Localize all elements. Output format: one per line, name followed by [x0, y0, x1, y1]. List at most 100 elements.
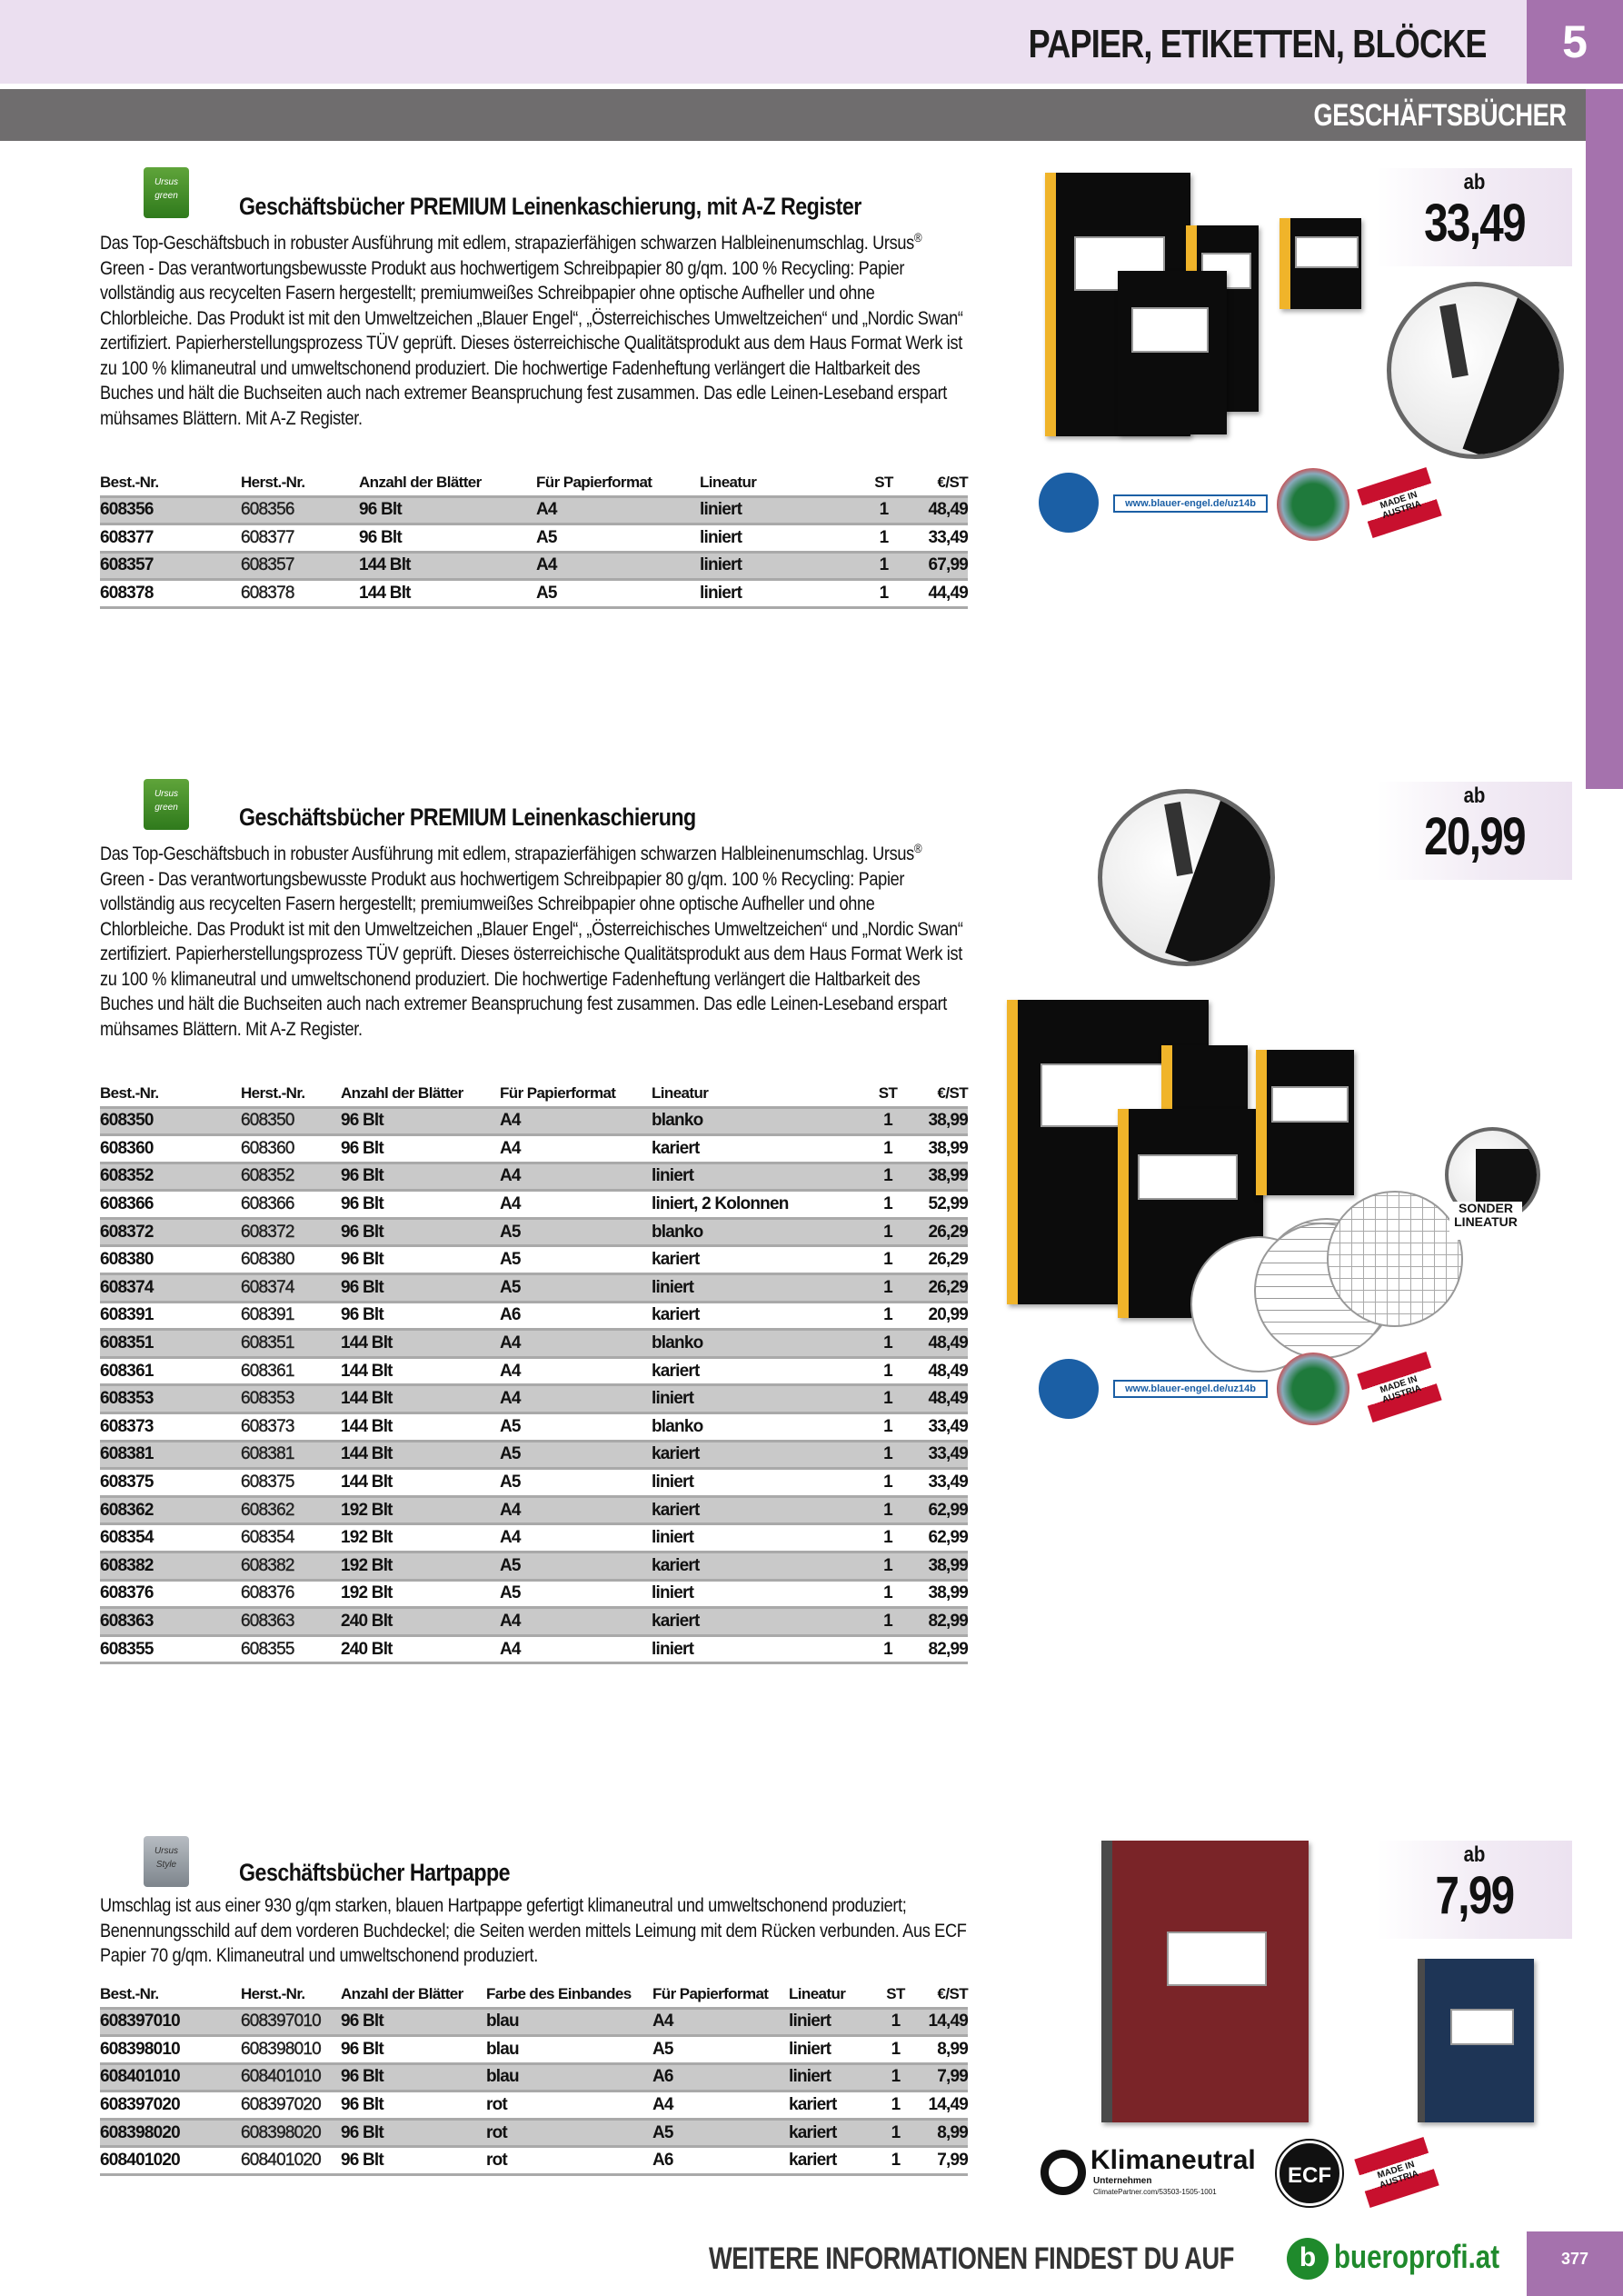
table-cell: 608381: [241, 1441, 341, 1471]
table-cell: 82,99: [920, 1635, 969, 1665]
order-number: 608356: [100, 494, 241, 526]
table-cell: 608350: [241, 1105, 341, 1137]
order-number: 608353: [100, 1384, 241, 1415]
red-book-image: [1101, 1841, 1309, 2122]
table-cell: 608401010: [241, 2063, 341, 2093]
product-description: Umschlag ist aus einer 930 g/qm starken,…: [100, 1893, 968, 1969]
price-value: 33,49: [1424, 194, 1526, 253]
table-row: 608375 608375 144 Blt A5 liniert 1 33,49: [100, 1468, 969, 1498]
table-cell: 192 Blt: [341, 1523, 500, 1553]
column-header: ST: [886, 1985, 905, 2003]
table-cell: 1: [856, 1329, 920, 1359]
table-cell: 33,49: [909, 524, 969, 554]
column-header: Farbe des Einbandes: [486, 1985, 632, 2003]
table-cell: kariert: [652, 1496, 856, 1526]
price-box: ab 20,99: [1377, 782, 1572, 880]
table-cell: A4: [536, 494, 700, 526]
order-number: 608391: [100, 1302, 241, 1332]
table-cell: 14,49: [911, 2091, 969, 2121]
order-number: 608360: [100, 1134, 241, 1164]
table-cell: 608363: [241, 1607, 341, 1637]
bueroprofi-logo-icon[interactable]: b: [1287, 2238, 1329, 2280]
column-header: Best.-Nr.: [100, 1985, 159, 2003]
product-title: Geschäftsbücher PREMIUM Leinenkaschierun…: [239, 193, 861, 220]
price-value: 7,99: [1435, 1866, 1515, 1925]
table-cell: blau: [486, 2006, 652, 2038]
table-cell: A5: [652, 2035, 789, 2065]
bueroprofi-link[interactable]: bueroprofi.at: [1334, 2238, 1500, 2275]
table-row: 608380 608380 96 Blt A5 kariert 1 26,29: [100, 1245, 969, 1276]
table-cell: 33,49: [920, 1413, 969, 1442]
table-cell: 8,99: [911, 2119, 969, 2149]
table-cell: 1: [856, 1163, 920, 1193]
table-cell: liniert: [789, 2063, 880, 2093]
table-cell: A5: [500, 1273, 652, 1303]
table-cell: 96 Blt: [341, 1163, 500, 1193]
table-cell: 1: [880, 2063, 911, 2093]
table-cell: 608397020: [241, 2091, 341, 2121]
table-cell: 1: [880, 2091, 911, 2121]
table-cell: A4: [500, 1329, 652, 1359]
table-cell: 608366: [241, 1190, 341, 1220]
table-cell: A5: [500, 1218, 652, 1248]
ursus-style-logo: Ursus Style: [144, 1836, 189, 1887]
table-cell: 144 Blt: [359, 579, 536, 609]
description-text: Green - Das verantwortungsbewusste Produ…: [100, 867, 963, 1040]
table-cell: 62,99: [920, 1496, 969, 1526]
made-in-austria-badge: MADE IN AUSTRIA: [1357, 1352, 1442, 1423]
price-box: ab 33,49: [1377, 168, 1572, 266]
book-a6-image: [1256, 1050, 1354, 1195]
book-a6-image: [1279, 218, 1361, 309]
book-image: [1118, 1109, 1263, 1318]
order-number: 608363: [100, 1607, 241, 1637]
table-cell: 96 Blt: [341, 1273, 500, 1303]
table-cell: 608373: [241, 1413, 341, 1442]
order-number: 608374: [100, 1273, 241, 1303]
table-cell: liniert: [700, 579, 859, 609]
umweltzeichen-icon: [1277, 468, 1349, 541]
table-cell: A4: [500, 1134, 652, 1164]
table-cell: A6: [500, 1302, 652, 1332]
table-cell: 14,49: [911, 2006, 969, 2038]
table-row: 608355 608355 240 Blt A4 liniert 1 82,99: [100, 1635, 969, 1665]
table-cell: 1: [856, 1357, 920, 1387]
column-header: Herst.-Nr.: [241, 1985, 305, 2003]
table-row: 608398010 608398010 96 Blt blau A5 liniert 1 8,…: [100, 2035, 969, 2065]
order-number: 608357: [100, 552, 241, 582]
table-cell: 33,49: [920, 1441, 969, 1471]
table-cell: 608391: [241, 1302, 341, 1332]
table-cell: 38,99: [920, 1105, 969, 1137]
table-cell: 144 Blt: [341, 1329, 500, 1359]
order-number: 608378: [100, 579, 241, 609]
footer-text: WEITERE INFORMATIONEN FINDEST DU AUF: [709, 2241, 1234, 2276]
made-in-austria-badge: MADE IN AUSTRIA: [1357, 467, 1442, 538]
order-number: 608350: [100, 1105, 241, 1137]
table-cell: 38,99: [920, 1552, 969, 1582]
order-number: 608398010: [100, 2035, 241, 2065]
order-number: 608401020: [100, 2146, 241, 2177]
ursus-green-logo: Ursus green: [144, 167, 189, 218]
table-cell: liniert: [652, 1163, 856, 1193]
table-cell: blau: [486, 2063, 652, 2093]
chapter-side-strip: [1586, 89, 1623, 789]
table-cell: A4: [500, 1523, 652, 1553]
table-cell: blanko: [652, 1329, 856, 1359]
table-cell: 38,99: [920, 1580, 969, 1610]
table-cell: A4: [500, 1105, 652, 1137]
table-cell: 608378: [241, 579, 359, 609]
umweltzeichen-icon: [1277, 1353, 1349, 1425]
table-cell: A5: [536, 579, 700, 609]
table-row: 608381 608381 144 Blt A5 kariert 1 33,49: [100, 1441, 969, 1471]
table-row: 608360 608360 96 Blt A4 kariert 1 38,99: [100, 1134, 969, 1164]
sonder-lineatur-label: SONDER LINEATUR: [1449, 1202, 1522, 1240]
ribbon-detail-image: [1098, 789, 1275, 966]
table-cell: 144 Blt: [341, 1413, 500, 1442]
table-cell: 1: [856, 1441, 920, 1471]
table-cell: liniert: [789, 2035, 880, 2065]
table-row: 608401020 608401020 96 Blt rot A6 kariert 1 7,9…: [100, 2146, 969, 2177]
column-header: €/ST: [937, 1985, 968, 2003]
table-cell: A4: [500, 1190, 652, 1220]
table-cell: 96 Blt: [359, 524, 536, 554]
table-cell: 1: [856, 1413, 920, 1442]
book-image: [1118, 271, 1227, 434]
